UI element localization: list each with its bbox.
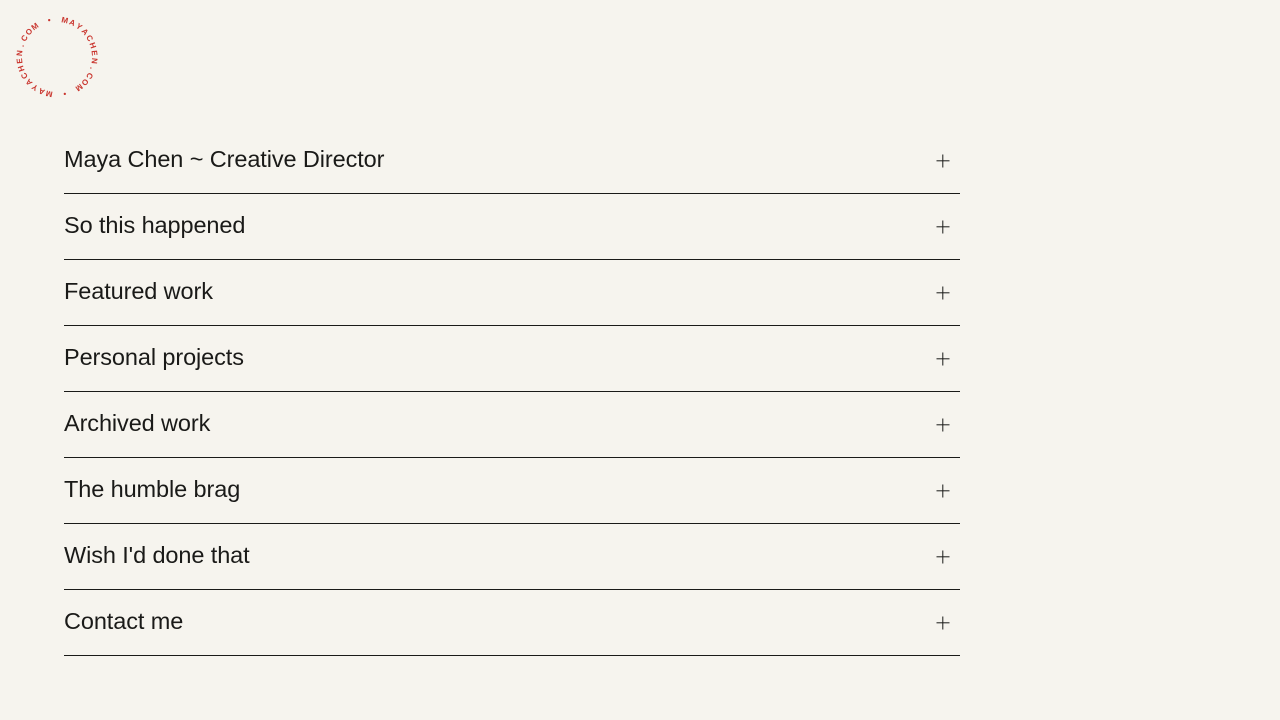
logo-circular-text: M A Y A C H E N. C O M • M A Y A C H E N. C O M • xyxy=(14,15,100,99)
accordion-row[interactable]: Contact me xyxy=(64,590,960,656)
plus-icon[interactable] xyxy=(930,610,956,636)
plus-icon[interactable] xyxy=(930,478,956,504)
site-logo[interactable]: M A Y A C H E N. C O M • M A Y A C H E N. C O M • xyxy=(12,12,102,102)
accordion-row[interactable]: Archived work xyxy=(64,392,960,458)
accordion-row[interactable]: The humble brag xyxy=(64,458,960,524)
accordion-row[interactable]: Featured work xyxy=(64,260,960,326)
accordion-list: Maya Chen ~ Creative Director So this hap… xyxy=(64,128,960,656)
accordion-row[interactable]: Personal projects xyxy=(64,326,960,392)
accordion-row-label: Personal projects xyxy=(64,343,244,370)
plus-icon[interactable] xyxy=(930,148,956,174)
plus-icon[interactable] xyxy=(930,544,956,570)
plus-icon[interactable] xyxy=(930,346,956,372)
accordion-row-label: Featured work xyxy=(64,277,213,304)
accordion-row-label: Archived work xyxy=(64,409,211,436)
accordion-row-label: Contact me xyxy=(64,607,184,634)
plus-icon[interactable] xyxy=(930,214,956,240)
plus-icon[interactable] xyxy=(930,412,956,438)
accordion-row-label: The humble brag xyxy=(64,475,241,502)
accordion-row-label: Maya Chen ~ Creative Director xyxy=(64,145,385,172)
accordion-row[interactable]: Wish I'd done that xyxy=(64,524,960,590)
accordion-row[interactable]: So this happened xyxy=(64,194,960,260)
accordion-row[interactable]: Maya Chen ~ Creative Director xyxy=(64,128,960,194)
accordion-row-label: So this happened xyxy=(64,211,246,238)
accordion-row-label: Wish I'd done that xyxy=(64,541,250,568)
plus-icon[interactable] xyxy=(930,280,956,306)
